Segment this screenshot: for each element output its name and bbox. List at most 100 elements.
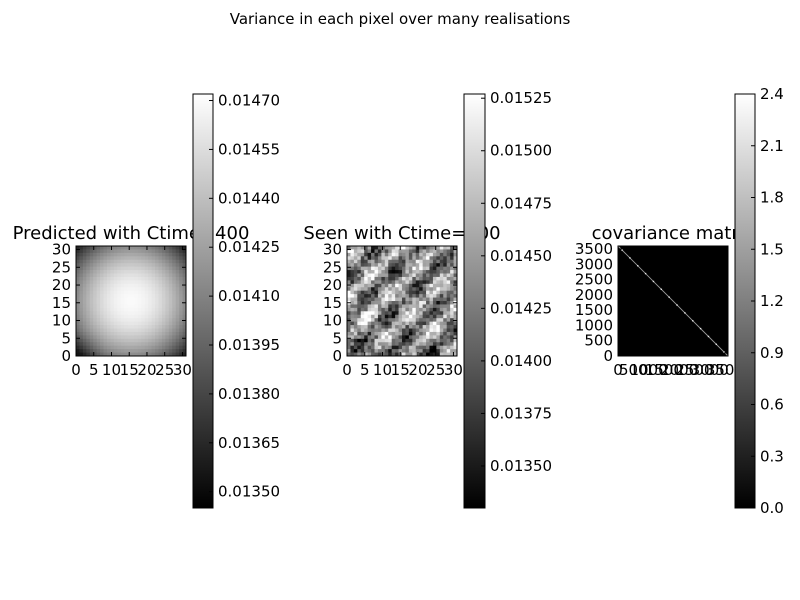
y-tick-label: 25 bbox=[323, 258, 342, 276]
x-tick-label: 500 bbox=[619, 361, 648, 379]
heatmap-image-3 bbox=[617, 245, 729, 357]
colorbar-tick-label: 0.01350 bbox=[490, 457, 552, 475]
x-tick-label: 15 bbox=[391, 361, 410, 379]
x-tick-label: 0 bbox=[613, 361, 623, 379]
y-tick-label: 30 bbox=[52, 241, 71, 259]
x-tick-label: 10 bbox=[373, 361, 392, 379]
y-tick-label: 30 bbox=[323, 241, 342, 259]
x-tick-label: 20 bbox=[137, 361, 156, 379]
x-tick-label: 15 bbox=[120, 361, 139, 379]
colorbar-tick-label: 0.01500 bbox=[490, 142, 552, 160]
colorbar-tick-label: 0.01450 bbox=[490, 247, 552, 265]
colorbar-tick-label: 0.0 bbox=[760, 499, 784, 517]
x-tick-label: 1500 bbox=[645, 361, 683, 379]
y-tick-label: 2000 bbox=[575, 286, 613, 304]
diagonal-point bbox=[723, 351, 725, 353]
diagonal-point bbox=[676, 304, 678, 306]
y-tick-label: 0 bbox=[332, 347, 342, 365]
colorbar-1 bbox=[192, 93, 214, 509]
panel-3: covariance matrix05001000150020002500300… bbox=[575, 85, 784, 517]
x-tick-label: 3000 bbox=[691, 361, 729, 379]
y-tick-label: 15 bbox=[52, 294, 71, 312]
colorbar-tick-label: 0.01525 bbox=[490, 89, 552, 107]
x-tick-label: 25 bbox=[426, 361, 445, 379]
y-tick-label: 500 bbox=[584, 332, 613, 350]
diagonal-point bbox=[652, 280, 655, 283]
colorbar-2 bbox=[463, 93, 486, 509]
x-tick-label: 2500 bbox=[675, 361, 713, 379]
x-tick-label: 1000 bbox=[629, 361, 667, 379]
x-tick-label: 5 bbox=[89, 361, 99, 379]
colorbar-tick-label: 0.01395 bbox=[218, 336, 280, 354]
diagonal-point bbox=[668, 296, 670, 298]
diagonal-point bbox=[644, 272, 647, 275]
diagonal-point bbox=[660, 288, 663, 291]
y-tick-label: 1000 bbox=[575, 316, 613, 334]
colorbar-tick-label: 0.3 bbox=[760, 447, 784, 465]
diagonal-point bbox=[715, 343, 718, 346]
x-tick-label: 10 bbox=[102, 361, 121, 379]
x-tick-label: 20 bbox=[408, 361, 427, 379]
diagonal-point bbox=[707, 335, 710, 338]
colorbar-tick-label: 0.9 bbox=[760, 344, 784, 362]
colorbar-tick-label: 0.01475 bbox=[490, 194, 552, 212]
diagonal-point bbox=[684, 312, 686, 314]
x-tick-label: 30 bbox=[173, 361, 192, 379]
panel-title-1: Predicted with Ctime=400 bbox=[13, 223, 250, 244]
diagonal-point bbox=[692, 320, 694, 322]
x-tick-label: 2000 bbox=[660, 361, 698, 379]
y-tick-label: 0 bbox=[603, 347, 613, 365]
colorbar-tick-label: 0.01350 bbox=[218, 483, 280, 501]
colorbar-tick-label: 0.01375 bbox=[490, 404, 552, 422]
colorbar-tick-label: 0.6 bbox=[760, 396, 784, 414]
axes-frame-2 bbox=[346, 245, 458, 357]
x-tick-label: 3500 bbox=[706, 361, 744, 379]
panel-title-2: Seen with Ctime=400 bbox=[303, 223, 500, 244]
heatmap-image-2 bbox=[347, 246, 458, 357]
y-tick-label: 0 bbox=[61, 347, 71, 365]
y-tick-label: 3500 bbox=[575, 240, 613, 258]
y-tick-label: 20 bbox=[323, 276, 342, 294]
y-tick-label: 5 bbox=[332, 329, 342, 347]
x-tick-label: 0 bbox=[71, 361, 81, 379]
x-tick-label: 0 bbox=[342, 361, 352, 379]
x-tick-label: 5 bbox=[360, 361, 370, 379]
panel-title-3: covariance matrix bbox=[592, 223, 755, 244]
colorbar-tick-label: 2.1 bbox=[760, 137, 784, 155]
y-tick-label: 10 bbox=[52, 312, 71, 330]
figure-suptitle: Variance in each pixel over many realisa… bbox=[230, 10, 571, 28]
colorbar-tick-label: 0.01365 bbox=[218, 434, 280, 452]
colorbar-tick-label: 1.2 bbox=[760, 292, 784, 310]
colorbar-tick-label: 1.5 bbox=[760, 240, 784, 258]
colorbar-tick-label: 0.01380 bbox=[218, 385, 280, 403]
colorbar-tick-label: 0.01410 bbox=[218, 287, 280, 305]
diagonal-point bbox=[637, 265, 639, 267]
y-tick-label: 1500 bbox=[575, 301, 613, 319]
colorbar-tick-label: 0.01425 bbox=[490, 299, 552, 317]
axes-frame-3 bbox=[617, 245, 729, 357]
y-tick-label: 2500 bbox=[575, 271, 613, 289]
diagonal-point bbox=[699, 327, 702, 330]
y-tick-label: 20 bbox=[52, 276, 71, 294]
colorbar-tick-label: 0.01470 bbox=[218, 92, 280, 110]
y-tick-label: 3000 bbox=[575, 255, 613, 273]
colorbar-tick-label: 0.01425 bbox=[218, 238, 280, 256]
colorbar-tick-label: 2.4 bbox=[760, 85, 784, 103]
axes-frame-1 bbox=[75, 245, 187, 357]
colorbar-tick-label: 1.8 bbox=[760, 189, 784, 207]
diagonal-point bbox=[621, 249, 623, 251]
colorbar-tick-label: 0.01400 bbox=[490, 352, 552, 370]
diagonal-point bbox=[629, 257, 631, 259]
x-tick-label: 25 bbox=[155, 361, 174, 379]
y-tick-label: 5 bbox=[61, 329, 71, 347]
colorbar-tick-label: 0.01455 bbox=[218, 140, 280, 158]
colorbar-tick-label: 0.01440 bbox=[218, 189, 280, 207]
covariance-diagonal bbox=[617, 245, 729, 357]
x-tick-label: 30 bbox=[444, 361, 463, 379]
y-tick-label: 25 bbox=[52, 258, 71, 276]
heatmap-image-1 bbox=[76, 246, 187, 357]
